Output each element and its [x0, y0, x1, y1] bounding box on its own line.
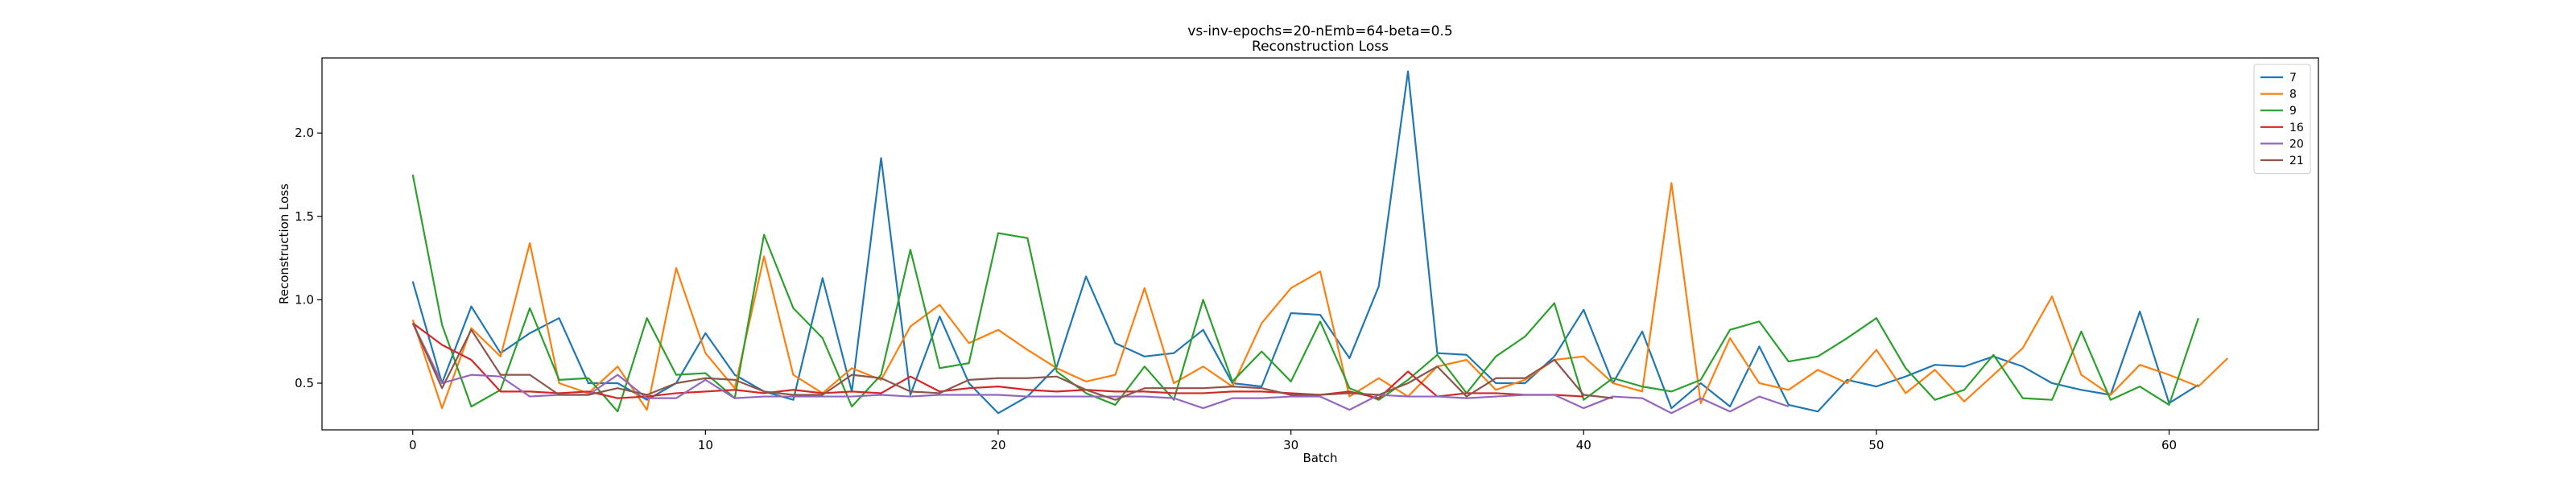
legend-label-21: 21	[2289, 155, 2304, 167]
y-axis: 0.5 1.0 1.5 2.0	[295, 126, 322, 390]
y-tick-label: 1.0	[295, 292, 314, 307]
legend-label-20: 20	[2289, 138, 2304, 151]
legend: 7 8 9 16 20 21	[2253, 64, 2311, 175]
x-tick-label: 20	[990, 438, 1005, 452]
legend-label-8: 8	[2289, 89, 2297, 101]
series-line-7	[411, 70, 2199, 415]
legend-label-16: 16	[2289, 122, 2304, 134]
chart-subtitle: Reconstruction Loss	[1252, 39, 1389, 55]
plot-frame	[321, 57, 2319, 431]
x-tick-label: 40	[1576, 438, 1591, 452]
series-line-16	[412, 322, 1584, 399]
x-axis: 0 10 20 30 40 50 60	[409, 430, 2177, 452]
series-line-9	[411, 174, 2199, 413]
series-line-21	[411, 322, 1613, 401]
legend-label-7: 7	[2289, 72, 2297, 85]
legend-label-9: 9	[2289, 105, 2297, 118]
legend-box	[2253, 64, 2311, 175]
x-axis-label: Batch	[1302, 451, 1337, 465]
x-tick-label: 10	[698, 438, 713, 452]
x-tick-label: 50	[1868, 438, 1884, 452]
y-tick-label: 2.0	[295, 126, 314, 140]
series-line-8	[411, 182, 2229, 411]
y-axis-label: Reconstruction Loss	[277, 184, 291, 304]
x-tick-label: 60	[2161, 438, 2177, 452]
plot-area	[411, 70, 2229, 415]
x-tick-label: 0	[409, 438, 417, 452]
chart-title: vs-inv-epochs=20-nEmb=64-beta=0.5	[1187, 23, 1452, 39]
y-tick-label: 0.5	[295, 376, 314, 390]
y-tick-label: 1.5	[295, 209, 314, 224]
x-tick-label: 30	[1283, 438, 1298, 452]
